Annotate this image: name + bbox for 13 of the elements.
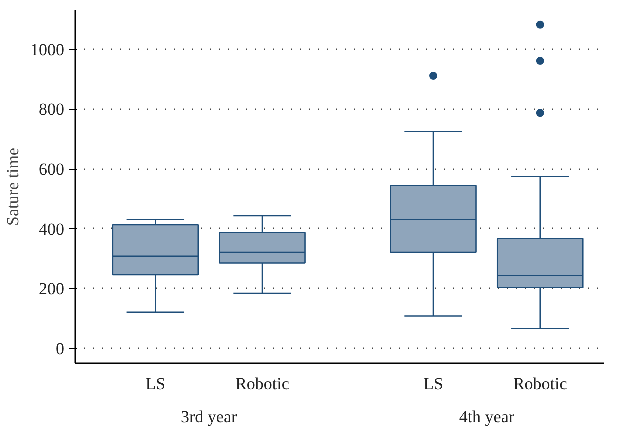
x-tick-label: Robotic bbox=[236, 374, 290, 394]
text: 3rd year bbox=[181, 408, 238, 426]
y-tick-label: 400 bbox=[39, 220, 64, 239]
y-tick-label: 600 bbox=[39, 160, 64, 180]
y-tick-label: 0 bbox=[56, 340, 64, 359]
y-axis-title: Sature time bbox=[4, 148, 22, 226]
x-tick-label: LS bbox=[424, 374, 444, 394]
x-tick-label: LS bbox=[146, 374, 166, 394]
y-tick-label: 1000 bbox=[30, 40, 64, 60]
y-tick-label: 800 bbox=[39, 100, 64, 120]
x-tick-label: Robotic bbox=[513, 374, 568, 394]
y-tick-label: 200 bbox=[39, 280, 64, 299]
text: 4th year bbox=[459, 408, 515, 426]
